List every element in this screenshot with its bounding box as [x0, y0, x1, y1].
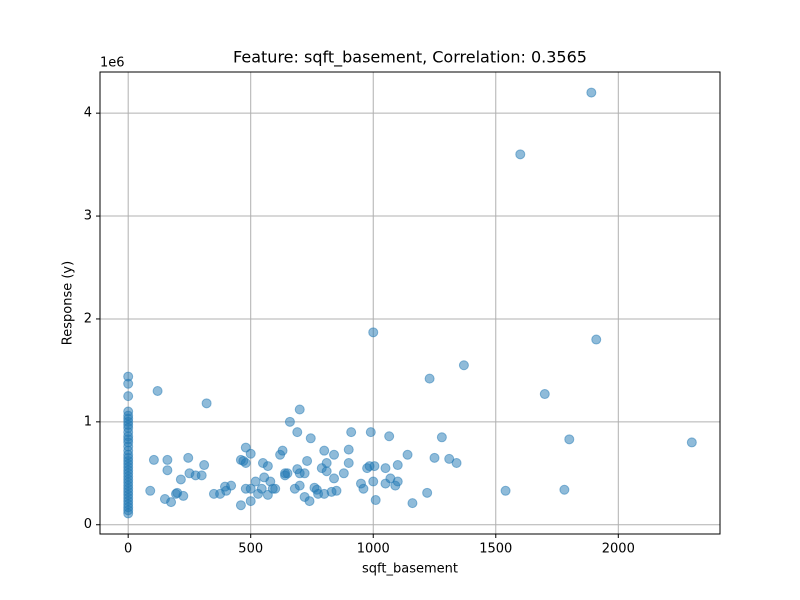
point: [329, 449, 340, 460]
plot-frame: [99, 71, 721, 535]
point: [123, 378, 134, 389]
point: [591, 334, 602, 345]
point: [392, 460, 403, 471]
point: [384, 431, 395, 442]
point: [183, 452, 194, 463]
y-tick-label: 1: [84, 414, 92, 429]
point: [250, 476, 261, 487]
point: [282, 468, 293, 479]
point: [270, 483, 281, 494]
point: [148, 454, 159, 465]
x-axis-label: sqft_basement: [362, 562, 458, 577]
point: [515, 149, 526, 160]
point: [319, 445, 330, 456]
point: [370, 495, 381, 506]
y-tick-label: 3: [84, 209, 92, 224]
point: [166, 497, 177, 508]
point: [292, 427, 303, 438]
point: [226, 480, 237, 491]
point: [329, 473, 340, 484]
point: [586, 87, 597, 98]
point: [240, 458, 251, 469]
point: [407, 498, 418, 509]
point: [368, 476, 379, 487]
point: [424, 373, 435, 384]
point: [305, 433, 316, 444]
point: [343, 444, 354, 455]
point: [245, 483, 256, 494]
point: [686, 437, 697, 448]
x-tick-label: 1500: [479, 542, 512, 557]
point: [245, 496, 256, 507]
y-tick-label: 4: [84, 106, 92, 121]
y-axis-label: Response (y): [61, 261, 76, 345]
point: [284, 416, 295, 427]
point: [559, 484, 570, 495]
point: [175, 474, 186, 485]
point: [539, 389, 550, 400]
point: [321, 458, 332, 469]
point: [294, 480, 305, 491]
x-tick-label: 1000: [357, 542, 390, 557]
point: [331, 485, 342, 496]
point: [123, 508, 134, 519]
point: [429, 452, 440, 463]
point: [199, 460, 210, 471]
point: [299, 468, 310, 479]
point: [321, 466, 332, 477]
point: [245, 448, 256, 459]
point: [380, 463, 391, 474]
point: [365, 427, 376, 438]
point: [368, 327, 379, 338]
point: [262, 461, 273, 472]
point: [392, 476, 403, 487]
point: [294, 404, 305, 415]
point: [358, 483, 369, 494]
y-tick-label: 2: [84, 311, 92, 326]
point: [343, 458, 354, 469]
point: [436, 432, 447, 443]
point: [201, 398, 212, 409]
point: [338, 468, 349, 479]
point: [162, 465, 173, 476]
point: [152, 385, 163, 396]
x-tick-label: 0: [124, 542, 132, 557]
point: [178, 490, 189, 501]
x-tick-label: 500: [238, 542, 263, 557]
chart-title: Feature: sqft_basement, Correlation: 0.3…: [233, 48, 587, 68]
point: [564, 434, 575, 445]
y-offset-label: 1e6: [100, 56, 125, 71]
point: [369, 461, 380, 472]
point: [500, 485, 511, 496]
point: [458, 360, 469, 371]
point: [444, 453, 455, 464]
y-tick-label: 0: [84, 517, 92, 532]
point: [451, 458, 462, 469]
point: [162, 454, 173, 465]
point: [145, 485, 156, 496]
point: [277, 445, 288, 456]
point: [346, 427, 357, 438]
point: [196, 470, 207, 481]
point: [235, 500, 246, 511]
point: [304, 496, 315, 507]
point: [402, 449, 413, 460]
point: [302, 455, 313, 466]
x-tick-label: 2000: [602, 542, 635, 557]
point: [123, 391, 134, 402]
point: [422, 487, 433, 498]
point: [256, 483, 267, 494]
